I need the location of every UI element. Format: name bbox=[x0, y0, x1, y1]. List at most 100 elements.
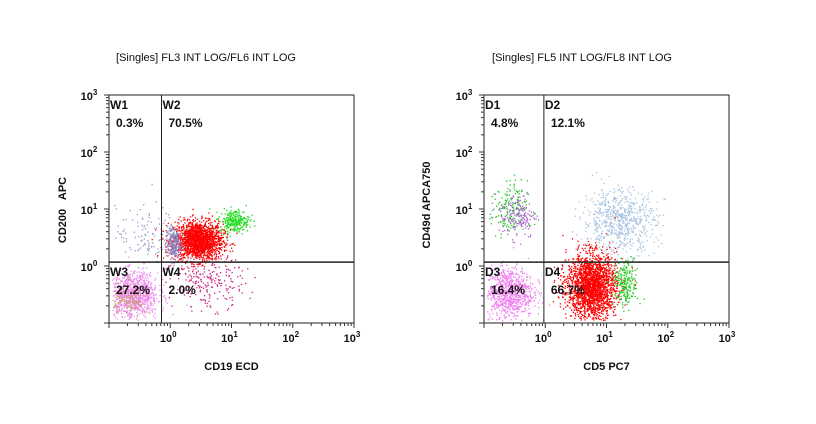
event-dot bbox=[192, 252, 194, 254]
event-dot bbox=[141, 229, 144, 231]
event-dot bbox=[202, 232, 204, 235]
event-dot bbox=[253, 220, 255, 222]
event-dot bbox=[145, 309, 147, 311]
event-dot bbox=[623, 196, 626, 198]
event-dot bbox=[637, 237, 639, 239]
event-dot bbox=[169, 240, 172, 242]
event-dot bbox=[146, 289, 149, 291]
event-dot bbox=[633, 217, 635, 219]
event-dot bbox=[206, 255, 208, 257]
event-dot bbox=[233, 222, 235, 224]
event-dot bbox=[178, 226, 180, 228]
event-dot bbox=[206, 248, 208, 250]
event-dot bbox=[231, 259, 233, 262]
event-dot bbox=[179, 252, 181, 254]
event-dot bbox=[571, 291, 573, 293]
event-dot bbox=[215, 231, 217, 233]
event-dot bbox=[245, 282, 247, 284]
event-dot bbox=[618, 231, 620, 233]
event-dot bbox=[243, 211, 245, 213]
event-dot bbox=[152, 311, 154, 313]
event-dot bbox=[624, 228, 627, 230]
event-dot bbox=[602, 222, 604, 224]
event-dot bbox=[580, 286, 583, 288]
event-dot bbox=[191, 228, 193, 230]
event-dot bbox=[246, 224, 248, 226]
event-dot bbox=[137, 286, 140, 288]
event-dot bbox=[189, 251, 191, 253]
event-dot bbox=[221, 232, 223, 234]
event-dot bbox=[185, 289, 187, 291]
event-dot bbox=[615, 214, 617, 217]
event-dot bbox=[122, 287, 124, 290]
event-dot bbox=[144, 286, 146, 288]
event-dot bbox=[563, 292, 565, 295]
event-dot bbox=[613, 219, 616, 221]
event-dot bbox=[613, 212, 616, 214]
event-dot bbox=[188, 242, 191, 245]
event-dot bbox=[236, 224, 238, 226]
event-dot bbox=[179, 233, 181, 235]
event-dot bbox=[216, 232, 218, 234]
event-dot bbox=[639, 221, 641, 223]
event-dot bbox=[664, 198, 666, 200]
event-dot bbox=[604, 276, 606, 278]
event-dot bbox=[167, 226, 169, 228]
event-dot bbox=[640, 242, 642, 244]
event-dot bbox=[194, 235, 197, 237]
event-dot bbox=[628, 228, 630, 230]
event-dot bbox=[184, 253, 186, 256]
event-dot bbox=[190, 227, 192, 229]
event-dot bbox=[624, 287, 626, 289]
event-dot bbox=[133, 304, 135, 306]
event-dot bbox=[208, 300, 210, 302]
event-dot bbox=[202, 235, 204, 237]
event-dot bbox=[592, 293, 594, 295]
event-dot bbox=[587, 283, 590, 285]
event-dot bbox=[201, 236, 203, 238]
event-dot bbox=[570, 270, 572, 272]
event-dot bbox=[601, 223, 603, 225]
event-dot bbox=[186, 233, 188, 235]
event-dot bbox=[602, 237, 604, 239]
event-dot bbox=[633, 189, 635, 191]
event-dot bbox=[201, 244, 203, 246]
event-dot bbox=[120, 295, 122, 297]
event-dot bbox=[132, 275, 134, 277]
event-dot bbox=[136, 315, 138, 318]
quadrant-percent: 27.2% bbox=[116, 283, 150, 297]
event-dot bbox=[203, 251, 205, 253]
event-dot bbox=[223, 241, 225, 243]
event-dot bbox=[242, 217, 244, 219]
event-dot bbox=[239, 221, 241, 224]
event-dot bbox=[193, 234, 195, 236]
event-dot bbox=[585, 227, 587, 229]
event-dot bbox=[219, 247, 221, 249]
event-dot bbox=[186, 241, 188, 243]
event-dot bbox=[650, 210, 652, 212]
event-dot bbox=[201, 247, 203, 249]
event-dot bbox=[214, 234, 216, 236]
event-dot bbox=[203, 247, 205, 249]
event-dot bbox=[173, 236, 175, 238]
event-dot bbox=[584, 272, 586, 275]
event-dot bbox=[165, 230, 167, 232]
event-dot bbox=[201, 239, 203, 241]
event-dot bbox=[234, 244, 236, 246]
event-dot bbox=[627, 220, 629, 223]
event-dot bbox=[219, 238, 221, 241]
event-dot bbox=[231, 296, 233, 298]
event-dot bbox=[171, 250, 174, 253]
event-dot bbox=[205, 217, 207, 220]
event-dot bbox=[139, 285, 141, 288]
event-dot bbox=[598, 234, 600, 237]
event-dot bbox=[611, 240, 613, 242]
event-dot bbox=[639, 218, 641, 220]
event-dot bbox=[145, 283, 147, 285]
event-dot bbox=[177, 240, 179, 242]
event-dot bbox=[204, 228, 206, 230]
event-dot bbox=[643, 229, 645, 232]
event-dot bbox=[174, 248, 176, 250]
event-dot bbox=[174, 242, 177, 244]
event-dot bbox=[216, 249, 218, 252]
